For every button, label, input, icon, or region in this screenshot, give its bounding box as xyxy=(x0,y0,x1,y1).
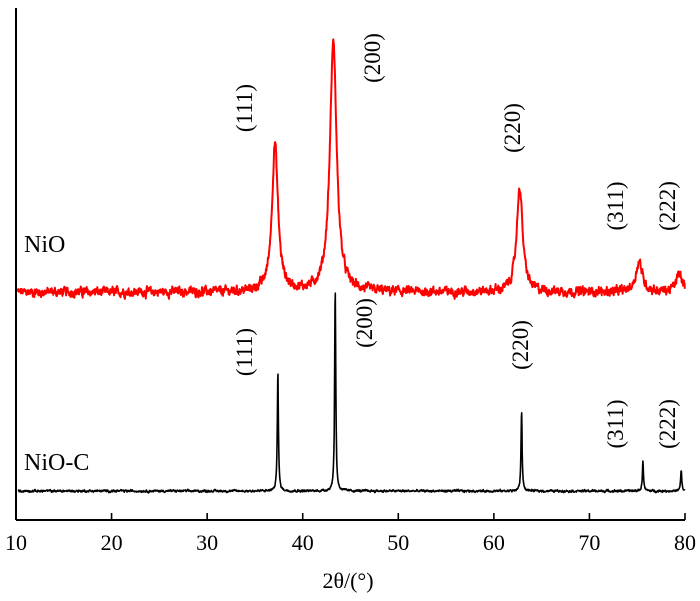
peak-label: (200) xyxy=(360,33,385,83)
x-tick-label: 20 xyxy=(101,530,123,555)
x-tick-label: 80 xyxy=(674,530,696,555)
peak-label: (111) xyxy=(232,84,257,132)
annotations: NiO (111) (200) (220) (311) (222) NiO-C (111) (2… xyxy=(24,33,680,476)
x-tick-label: 30 xyxy=(196,530,218,555)
x-axis: 10 20 30 40 50 60 70 80 xyxy=(5,513,696,555)
peak-label: (222) xyxy=(655,181,680,231)
peak-label: (311) xyxy=(603,182,628,231)
x-tick-label: 60 xyxy=(483,530,505,555)
x-axis-title: 2θ/(°) xyxy=(322,568,373,593)
x-tick-label: 50 xyxy=(387,530,409,555)
series-label: NiO xyxy=(24,232,65,258)
peak-label: (111) xyxy=(232,328,257,376)
x-tick-label: 70 xyxy=(578,530,600,555)
peak-label: (220) xyxy=(508,320,533,370)
peak-label: (220) xyxy=(500,103,525,153)
series-line-nio-c xyxy=(17,292,686,494)
x-tick-label: 10 xyxy=(5,530,27,555)
peak-label: (222) xyxy=(655,399,680,449)
plot-area xyxy=(15,8,685,521)
x-tick-label: 40 xyxy=(292,530,314,555)
peak-label: (311) xyxy=(603,400,628,449)
traces xyxy=(16,38,686,494)
series-line-nio xyxy=(16,38,686,300)
series-label: NiO-C xyxy=(24,450,89,476)
peak-label: (200) xyxy=(352,298,377,348)
